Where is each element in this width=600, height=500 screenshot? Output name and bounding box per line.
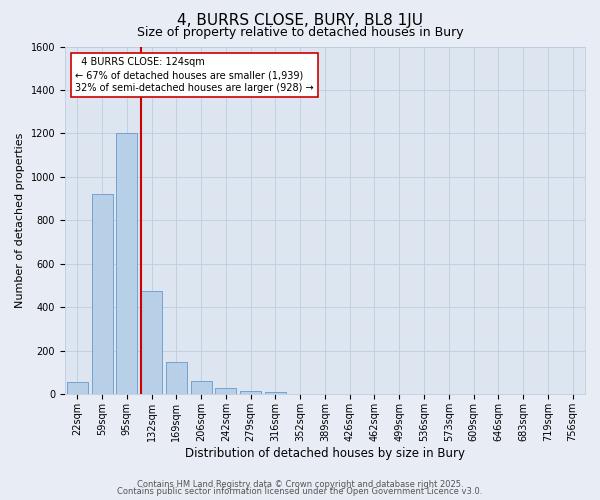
- Bar: [215, 388, 236, 394]
- Bar: [116, 134, 137, 394]
- Text: Contains HM Land Registry data © Crown copyright and database right 2025.: Contains HM Land Registry data © Crown c…: [137, 480, 463, 489]
- Bar: [166, 362, 187, 394]
- Bar: [240, 391, 261, 394]
- Y-axis label: Number of detached properties: Number of detached properties: [15, 133, 25, 308]
- Text: Size of property relative to detached houses in Bury: Size of property relative to detached ho…: [137, 26, 463, 39]
- Bar: [67, 382, 88, 394]
- X-axis label: Distribution of detached houses by size in Bury: Distribution of detached houses by size …: [185, 447, 465, 460]
- Bar: [191, 382, 212, 394]
- Text: Contains public sector information licensed under the Open Government Licence v3: Contains public sector information licen…: [118, 487, 482, 496]
- Text: 4, BURRS CLOSE, BURY, BL8 1JU: 4, BURRS CLOSE, BURY, BL8 1JU: [177, 12, 423, 28]
- Bar: [92, 194, 113, 394]
- Bar: [141, 291, 162, 395]
- Bar: [265, 392, 286, 394]
- Text: 4 BURRS CLOSE: 124sqm  
← 67% of detached houses are smaller (1,939)
32% of semi: 4 BURRS CLOSE: 124sqm ← 67% of detached …: [76, 57, 314, 94]
